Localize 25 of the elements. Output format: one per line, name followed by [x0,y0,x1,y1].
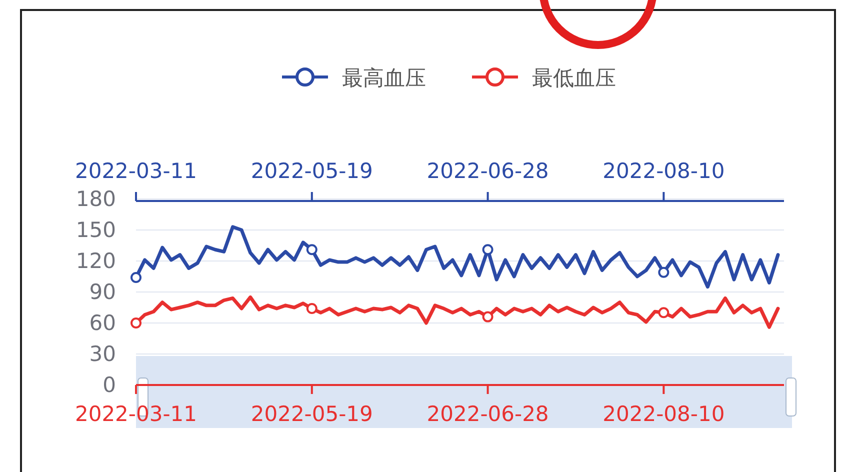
point [482,244,494,256]
y-tick-label: 90 [89,280,116,304]
y-tick-label: 60 [89,311,116,335]
y-tick-label: 180 [76,187,116,211]
point [130,318,142,328]
point [658,266,670,278]
x-tick-label: 2022-06-28 [426,159,549,183]
point [482,311,494,322]
point [306,244,318,256]
point [130,272,142,284]
category-label: 2022-03-11 [74,402,198,426]
y-tick-label: 30 [89,342,116,366]
y-tick-label: 120 [76,249,116,273]
y-tick-label: 0 [102,373,116,397]
point [306,303,318,314]
point [658,307,670,318]
category-label: 2022-05-19 [250,402,373,426]
category-label: 2022-08-10 [602,402,725,426]
category-label: 2022-06-28 [426,402,549,426]
x-tick-label: 2022-08-10 [602,159,725,183]
legend-label: 最高血压 [342,66,426,90]
legend-label: 最低血压 [532,66,616,90]
x-tick-label: 2022-03-11 [74,159,198,183]
y-tick-label: 150 [76,218,116,242]
x-tick-label: 2022-05-19 [250,159,373,183]
